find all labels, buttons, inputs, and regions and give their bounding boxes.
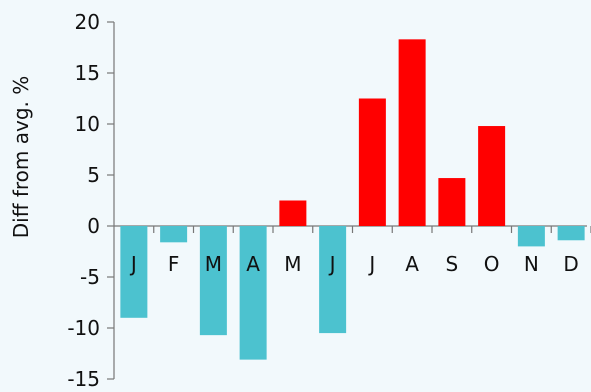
y-tick-label: -5 xyxy=(80,265,100,289)
y-axis-label: Diff from avg. % xyxy=(9,76,33,239)
x-category-label: A xyxy=(405,252,419,276)
bar-6 xyxy=(358,98,386,226)
bar-0 xyxy=(120,226,148,318)
y-tick-label: 10 xyxy=(75,112,100,136)
bar-3 xyxy=(239,226,267,360)
y-tick-label: -15 xyxy=(67,367,100,391)
bar-1 xyxy=(160,226,188,243)
x-category-label: S xyxy=(446,252,459,276)
axes: -15 -10 -5 0 5 10 15 20 xyxy=(67,10,591,391)
bar-4 xyxy=(279,200,307,226)
y-tick-label: 5 xyxy=(87,163,100,187)
x-category-label: J xyxy=(129,252,137,276)
bar-9 xyxy=(478,126,506,226)
bar-5 xyxy=(319,226,347,334)
bar-2 xyxy=(199,226,227,336)
bar-7 xyxy=(398,39,426,227)
x-category-label: J xyxy=(367,252,375,276)
bar-10 xyxy=(517,226,545,247)
x-category-label: M xyxy=(205,252,222,276)
x-category-label: O xyxy=(484,252,500,276)
x-category-label: N xyxy=(524,252,539,276)
y-tick-label: -10 xyxy=(67,316,100,340)
bar-11 xyxy=(557,226,585,241)
y-tick-label: 20 xyxy=(75,10,100,34)
x-category-label: D xyxy=(563,252,578,276)
bars xyxy=(120,39,585,360)
y-tick-label: 15 xyxy=(75,61,100,85)
y-tick-label: 0 xyxy=(87,214,100,238)
x-category-label: F xyxy=(168,252,180,276)
x-category-label: M xyxy=(284,252,301,276)
bar-8 xyxy=(438,178,466,226)
x-category-label: J xyxy=(328,252,336,276)
x-category-label: A xyxy=(246,252,260,276)
